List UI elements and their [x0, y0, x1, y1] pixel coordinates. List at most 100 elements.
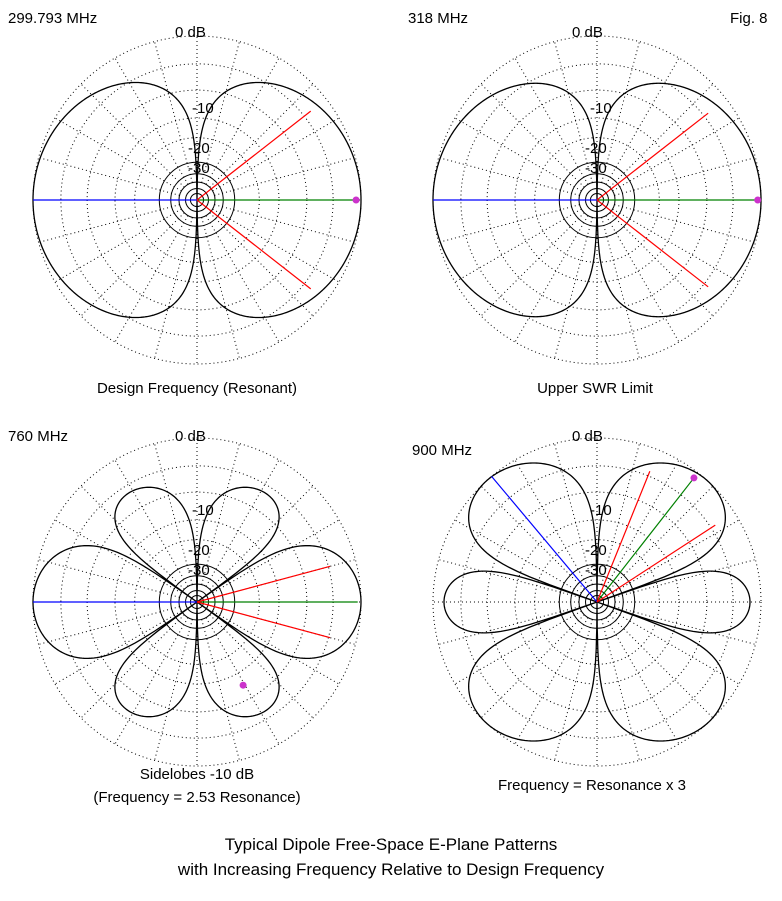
panel2-ring-label-30: -30	[585, 160, 607, 177]
panel1-ring-label-0db: 0 dB	[175, 24, 206, 41]
panel4-grid-spoke	[554, 619, 593, 761]
panel4-grid-spoke	[612, 519, 740, 594]
panel4-grid-spoke	[612, 610, 740, 685]
panel4-ring-label-20: -20	[585, 542, 607, 559]
panel1-grid-spoke	[38, 204, 180, 243]
panel2-freq-label: 318 MHz	[408, 10, 469, 27]
panel3-ring-label-10: -10	[192, 502, 214, 519]
panel4-ring-label-0db: 0 dB	[572, 428, 603, 445]
panel4-grid-ring	[514, 519, 680, 685]
panel4-grid-spoke	[614, 606, 756, 645]
panel4-grid-spoke	[480, 614, 585, 719]
figure-caption: Typical Dipole Free-Space E-Plane Patter…	[0, 832, 782, 882]
panel3-grid-spoke	[201, 619, 240, 761]
panel2-red-line-lower	[596, 199, 709, 288]
panel3-caption-line2: (Frequency = 2.53 Resonance)	[93, 789, 301, 806]
figure-caption-line1: Typical Dipole Free-Space E-Plane Patter…	[224, 835, 558, 854]
panel4-pattern-curve	[443, 462, 751, 742]
panel4-ring-label-10: -10	[590, 502, 612, 519]
figure-label: Fig. 8	[730, 10, 768, 27]
panel1-grid-spoke	[201, 41, 240, 183]
panel4-grid-spoke	[438, 606, 580, 645]
panel1-ring-label-20: -20	[188, 140, 210, 157]
panel2-caption: Upper SWR Limit	[537, 380, 653, 397]
panel1-grid-spoke	[205, 215, 280, 343]
panel1-grid-spoke	[205, 57, 280, 185]
panel3-freq-label: 760 MHz	[8, 428, 69, 445]
panel3-ring-label-20: -20	[188, 542, 210, 559]
panel3-grid-spoke	[38, 606, 180, 645]
panel3-red-line-upper	[196, 565, 331, 603]
panel2-grid-spoke	[612, 208, 740, 283]
panel1-grid-spoke	[214, 204, 356, 243]
panel1-grid-spoke	[209, 83, 314, 188]
panel3-grid-spoke	[114, 459, 189, 587]
panel3-grid-spoke	[114, 617, 189, 745]
panel3-grid-spoke	[205, 459, 280, 587]
panel2-ring-label-0db: 0 dB	[572, 24, 603, 41]
panel4-grid-spoke	[601, 619, 640, 761]
panel1-red-line-lower	[196, 199, 312, 290]
panel2-grid-spoke	[609, 212, 714, 317]
panel4-grid-spoke	[609, 614, 714, 719]
panel4-red-line-upper	[596, 471, 651, 603]
panel4-grid-spoke	[438, 559, 580, 598]
panel1-marker	[352, 196, 360, 204]
panel2-grid-spoke	[454, 208, 582, 283]
panel2-grid-spoke	[614, 204, 756, 243]
panel4-grid-spoke	[605, 459, 680, 587]
panel1-grid-spoke	[38, 157, 180, 196]
panel4-grid-spoke	[605, 617, 680, 745]
panel4-marker	[690, 474, 698, 482]
panel2-grid-spoke	[605, 215, 680, 343]
panel2-marker	[754, 196, 762, 204]
panel4-outer-ring	[432, 437, 762, 767]
panel2-grid-spoke	[601, 41, 640, 183]
panel1-freq-label: 299.793 MHz	[8, 10, 98, 27]
panel3-grid-spoke	[212, 519, 340, 594]
figure-caption-line2: with Increasing Frequency Relative to De…	[177, 860, 605, 879]
panel4-grid-spoke	[454, 519, 582, 594]
panel2-grid-spoke	[605, 57, 680, 185]
panel3-ring-label-0db: 0 dB	[175, 428, 206, 445]
panel1-grid-spoke	[214, 157, 356, 196]
panel1-grid-spoke	[54, 208, 182, 283]
panel2-grid-spoke	[612, 117, 740, 192]
panel1-grid-spoke	[54, 117, 182, 192]
panel2-grid-spoke	[614, 157, 756, 196]
panel1-grid-spoke	[154, 41, 193, 183]
panel3-grid-spoke	[205, 617, 280, 745]
panel1-grid-spoke	[209, 212, 314, 317]
panel3-caption-line1: Sidelobes -10 dB	[139, 766, 255, 783]
panel3-grid-spoke	[209, 485, 314, 590]
panel3-grid-spoke	[212, 610, 340, 685]
panel1-grid-spoke	[201, 217, 240, 359]
panel3-grid-spoke	[154, 443, 193, 585]
panel3-grid-spoke	[209, 614, 314, 719]
panel3-ring-label-30: -30	[188, 562, 210, 579]
panel2-grid-spoke	[480, 212, 585, 317]
panel2-grid-spoke	[438, 204, 580, 243]
panel1-red-line-upper	[196, 110, 312, 201]
panel3-grid-spoke	[54, 610, 182, 685]
panel4-grid-spoke	[601, 443, 640, 585]
panel1-grid-spoke	[80, 83, 185, 188]
panel3-grid-spoke	[154, 619, 193, 761]
panel1-grid-spoke	[114, 215, 189, 343]
panel4-grid-spoke	[614, 559, 756, 598]
panel1-grid-spoke	[114, 57, 189, 185]
panel2-grid-spoke	[554, 217, 593, 359]
panel4-grid-spoke	[609, 485, 714, 590]
panel3-grid-spoke	[201, 443, 240, 585]
panel4-grid-ring	[460, 465, 734, 739]
panel4-blue-line	[491, 475, 598, 603]
panel2-red-line-upper	[596, 112, 709, 201]
panel1-grid-spoke	[154, 217, 193, 359]
panel4-red-line-lower	[596, 524, 716, 603]
panel2-grid-spoke	[480, 83, 585, 188]
panel3-grid-spoke	[80, 614, 185, 719]
panel2-ring-label-10: -10	[590, 100, 612, 117]
panel1-grid-spoke	[212, 208, 340, 283]
panel4-grid-spoke	[514, 617, 589, 745]
